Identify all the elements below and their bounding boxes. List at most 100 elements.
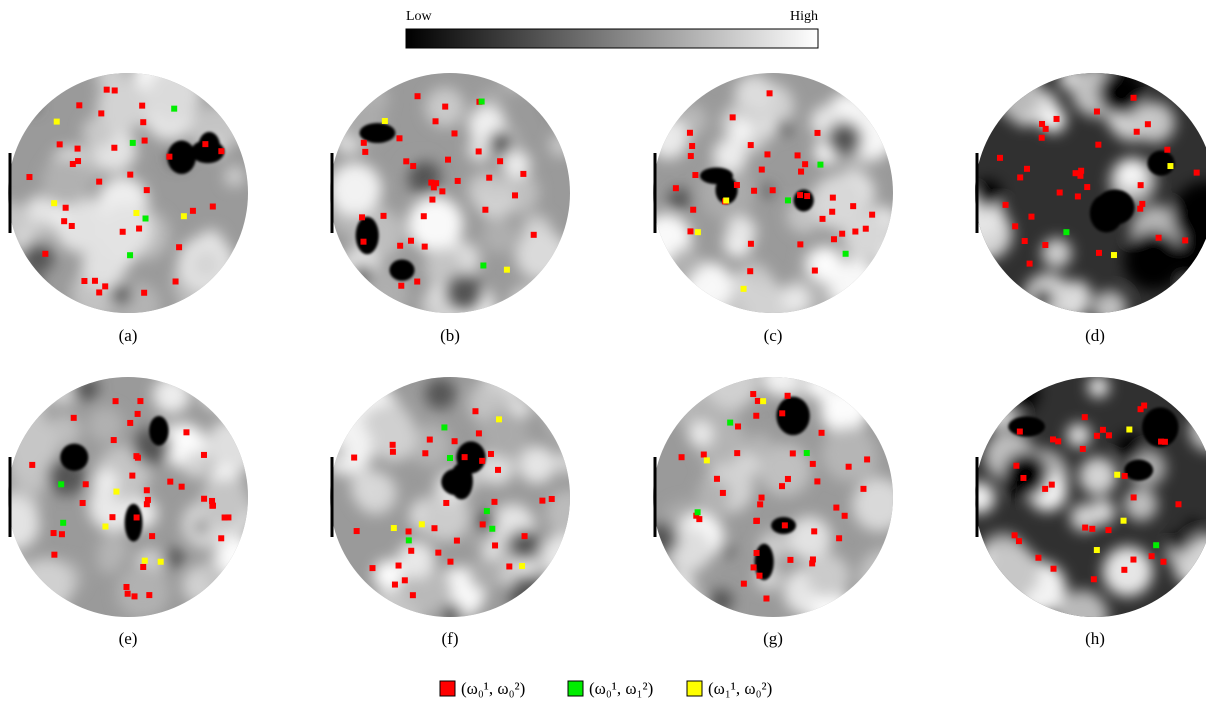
marker — [92, 278, 98, 284]
marker — [149, 533, 155, 539]
marker — [408, 548, 414, 554]
marker — [381, 213, 387, 219]
marker — [757, 501, 763, 507]
marker — [1039, 121, 1045, 127]
marker — [687, 130, 693, 136]
marker — [225, 514, 231, 520]
marker — [495, 467, 501, 473]
marker — [1078, 168, 1084, 174]
marker — [109, 514, 115, 520]
marker — [408, 238, 414, 244]
marker — [1167, 163, 1173, 169]
marker — [1027, 261, 1033, 267]
marker — [1024, 166, 1030, 172]
marker — [71, 415, 77, 421]
marker — [1091, 576, 1097, 582]
marker — [723, 197, 729, 203]
marker — [1138, 182, 1144, 188]
marker — [830, 195, 836, 201]
marker — [120, 229, 126, 235]
marker — [869, 212, 875, 218]
marker — [398, 283, 404, 289]
marker — [143, 215, 149, 221]
marker — [814, 130, 820, 136]
marker — [497, 158, 503, 164]
marker — [402, 577, 408, 583]
marker — [113, 489, 119, 495]
marker — [75, 146, 81, 152]
marker — [435, 550, 441, 556]
marker — [779, 410, 785, 416]
marker — [142, 138, 148, 144]
marker — [144, 187, 150, 193]
marker — [144, 487, 150, 493]
legend-swatch — [440, 681, 455, 696]
marker — [136, 226, 142, 232]
marker — [403, 158, 409, 164]
marker — [183, 429, 189, 435]
marker — [814, 478, 820, 484]
marker — [753, 518, 759, 524]
marker — [480, 521, 486, 527]
marker — [831, 236, 837, 242]
marker — [755, 398, 761, 404]
marker — [512, 192, 518, 198]
marker — [820, 216, 826, 222]
marker — [441, 424, 447, 430]
marker — [751, 564, 757, 570]
marker — [1082, 414, 1088, 420]
marker — [504, 267, 510, 273]
marker — [445, 157, 451, 163]
marker — [472, 408, 478, 414]
marker — [439, 188, 445, 194]
marker — [735, 423, 741, 429]
marker — [1122, 473, 1128, 479]
marker — [1012, 223, 1018, 229]
marker — [748, 241, 754, 247]
panel-label: (h) — [1085, 629, 1105, 648]
marker — [549, 496, 555, 502]
marker — [146, 592, 152, 598]
marker — [1182, 237, 1188, 243]
marker — [142, 558, 148, 564]
marker — [730, 114, 736, 120]
marker — [382, 118, 388, 124]
marker — [59, 531, 65, 537]
marker — [864, 456, 870, 462]
marker — [695, 509, 701, 515]
marker — [102, 283, 108, 289]
marker — [218, 148, 224, 154]
marker — [190, 208, 196, 214]
marker — [1175, 501, 1181, 507]
marker — [123, 584, 129, 590]
marker — [1114, 472, 1120, 478]
marker — [429, 197, 435, 203]
marker — [476, 430, 482, 436]
marker — [396, 135, 402, 141]
legend: (ω₀¹, ω₀²)(ω₀¹, ω₁²)(ω₁¹, ω₀²) — [440, 679, 772, 698]
marker — [779, 483, 785, 489]
marker — [689, 143, 695, 149]
marker — [1149, 553, 1155, 559]
marker — [359, 214, 365, 220]
marker — [696, 516, 702, 522]
marker — [496, 416, 502, 422]
marker — [727, 420, 733, 426]
marker — [1153, 542, 1159, 548]
marker — [83, 481, 89, 487]
panel-label: (c) — [764, 326, 783, 345]
marker — [1164, 147, 1170, 153]
map-panel — [320, 361, 595, 644]
marker — [179, 484, 185, 490]
marker — [790, 450, 796, 456]
marker — [76, 102, 82, 108]
marker — [1082, 525, 1088, 531]
marker — [433, 118, 439, 124]
marker — [454, 538, 460, 544]
marker — [741, 286, 747, 292]
marker — [145, 497, 151, 503]
marker — [60, 520, 66, 526]
marker — [173, 278, 179, 284]
marker — [539, 498, 545, 504]
panel-label: (g) — [763, 629, 783, 648]
